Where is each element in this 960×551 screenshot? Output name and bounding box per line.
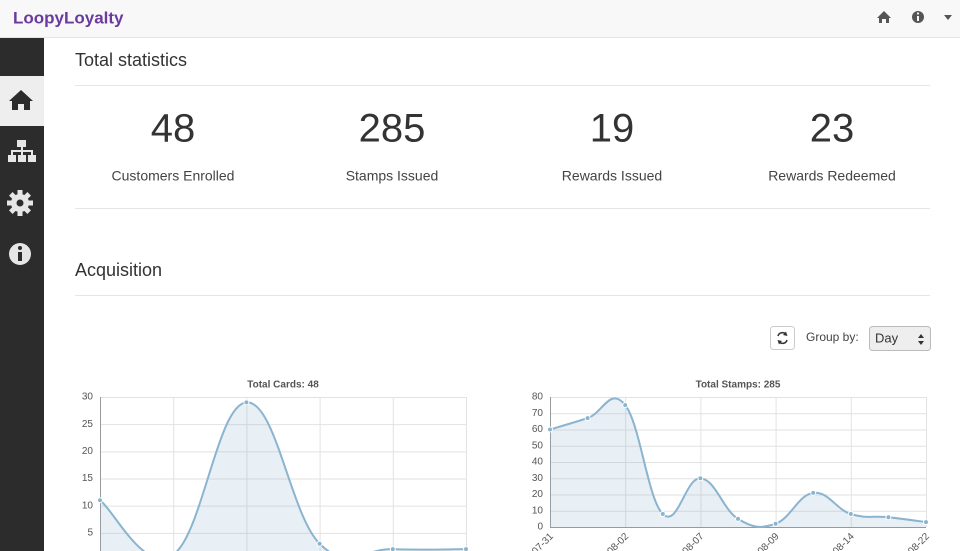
section-title: Total statistics [75,50,187,70]
y-tick-label: 60 [532,424,544,435]
y-tick-label: 30 [532,473,544,484]
stat-label: Rewards Issued [562,168,662,184]
stat-label: Stamps Issued [346,168,439,184]
y-tick-label: 20 [82,446,94,457]
stat-label: Customers Enrolled [112,168,235,184]
nav-settings[interactable] [7,190,33,216]
x-tick-label: 08-02 [605,531,631,551]
x-tick-label: 08-22 [906,531,932,551]
charts: Total Cards: 48 0 5 10 15 20 25 30 Total Stamps:… [82,380,932,551]
chart-title: Total Cards: 48 [247,380,319,391]
point [923,519,929,526]
line [549,397,927,528]
point [97,497,103,504]
stat-label: Rewards Redeemed [768,168,896,184]
x-tick-label: 08-09 [756,531,782,551]
y-tick-label: 50 [532,440,544,451]
point [735,515,741,522]
point [810,489,817,496]
point [697,475,704,482]
area [550,398,926,527]
point [622,402,629,409]
stat-value: 285 [359,107,426,151]
y-tick-label: 10 [82,500,94,511]
y-tick-label: 20 [532,489,544,500]
nav-structure[interactable] [8,140,36,162]
y-tick-label: 80 [532,392,544,403]
point [584,415,591,422]
y-tick-label: 70 [532,408,544,419]
point [885,514,892,521]
point [463,546,469,551]
x-tick-label: 08-07 [681,531,707,551]
info-button[interactable] [912,11,924,23]
home-button[interactable] [877,11,891,23]
point [847,511,854,517]
stats: 48 Customers Enrolled 285 Stamps Issued 19 Re… [112,107,896,184]
y-tick-label: 15 [82,473,94,484]
point [772,520,779,527]
y-tick-label: 5 [87,527,93,538]
y-tick-label: 10 [532,505,544,516]
group-by-value[interactable]: Day [875,330,899,345]
point [243,399,250,406]
y-tick-label: 0 [537,522,543,533]
x-tick-label: 07-31 [530,531,556,551]
group-by-select[interactable]: Day [869,326,931,351]
point [389,546,396,551]
stat-value: 19 [590,107,635,151]
y-tick-label: 40 [532,457,544,468]
stat-value: 48 [151,107,196,151]
group-by-label: Group by: [806,330,859,344]
stat-value: 23 [810,107,855,151]
point [547,426,553,433]
chart-title: Total Stamps: 285 [696,380,781,391]
top-bar [0,0,960,37]
refresh-button[interactable] [770,326,795,350]
section-title: Acquisition [75,260,162,280]
dropdown-caret[interactable] [944,15,952,20]
x-tick-label: 08-14 [831,531,857,551]
nav-home[interactable] [9,90,33,110]
nav-info[interactable] [9,243,31,265]
logo[interactable]: LoopyLoyalty [13,8,124,27]
point [659,511,666,517]
y-tick-label: 25 [82,419,94,430]
point [316,540,323,547]
area [100,402,466,551]
y-tick-label: 30 [82,392,94,403]
